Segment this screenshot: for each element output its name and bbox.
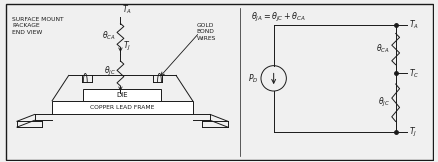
Text: $P_D$: $P_D$ <box>247 72 258 85</box>
Text: $T_A$: $T_A$ <box>122 3 132 16</box>
Text: $\theta_{CA}$: $\theta_{CA}$ <box>102 29 115 42</box>
Text: $\theta_{JA} = \theta_{JC} + \theta_{CA}$: $\theta_{JA} = \theta_{JC} + \theta_{CA}… <box>251 11 306 24</box>
Text: $T_J$: $T_J$ <box>408 126 417 139</box>
Text: $\theta_{CA}$: $\theta_{CA}$ <box>375 43 389 55</box>
Text: GOLD
BOND
WIRES: GOLD BOND WIRES <box>196 23 215 41</box>
Text: DIE: DIE <box>117 92 128 98</box>
Text: $T_J$: $T_J$ <box>123 40 131 53</box>
Text: $\theta_{JC}$: $\theta_{JC}$ <box>103 65 115 78</box>
Text: $\theta_{JC}$: $\theta_{JC}$ <box>377 96 389 109</box>
Bar <box>52 101 192 115</box>
Text: COPPER LEAD FRAME: COPPER LEAD FRAME <box>90 105 154 110</box>
Text: SURFACE MOUNT
PACKAGE
END VIEW: SURFACE MOUNT PACKAGE END VIEW <box>12 17 64 35</box>
Text: $T_C$: $T_C$ <box>408 67 419 80</box>
Bar <box>83 89 161 101</box>
Text: $T_A$: $T_A$ <box>408 18 418 31</box>
